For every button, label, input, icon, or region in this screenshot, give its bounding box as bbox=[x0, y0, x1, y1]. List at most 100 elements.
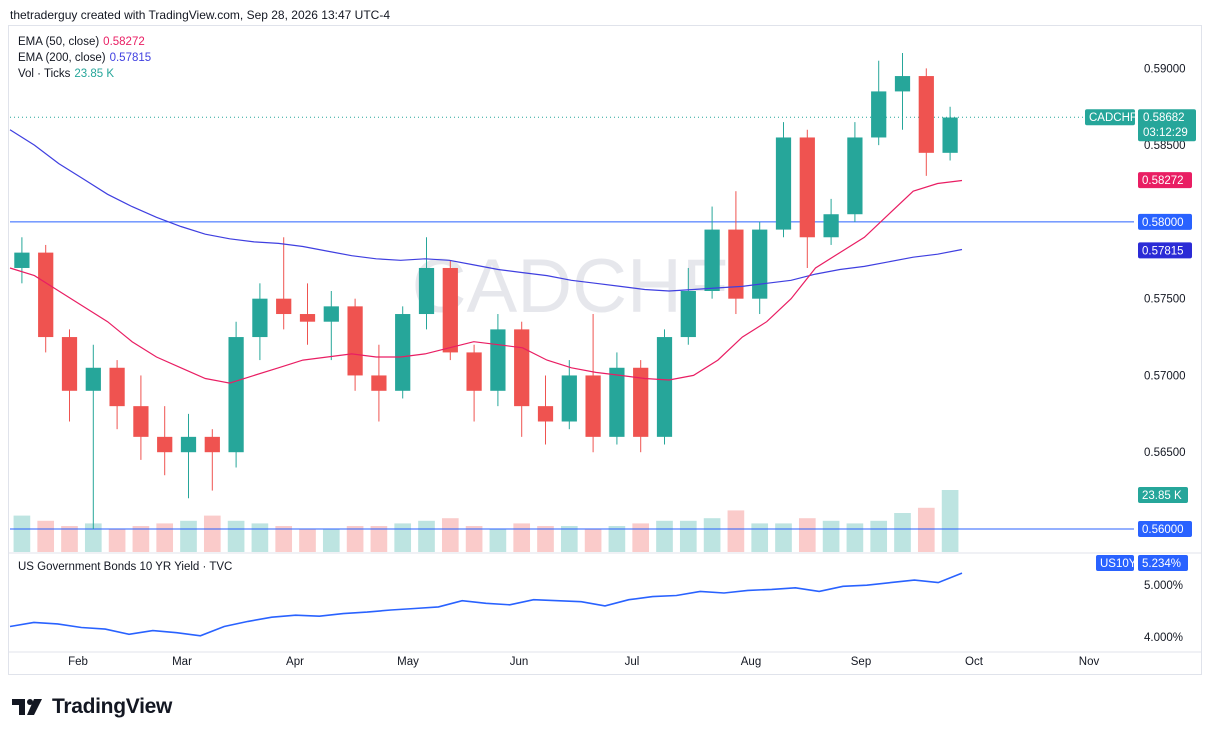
volume-bar bbox=[227, 520, 245, 552]
volume-bar bbox=[751, 523, 769, 552]
volume-bar bbox=[941, 490, 959, 552]
candle-body bbox=[680, 291, 696, 338]
volume-bar bbox=[632, 523, 650, 552]
legend-volume-value: 23.85 K bbox=[74, 68, 115, 80]
volume-bar bbox=[489, 528, 507, 552]
price-tick-label: 0.57500 bbox=[1144, 294, 1186, 306]
candle-body bbox=[299, 314, 316, 322]
yield-symbol-tag-bg bbox=[1096, 555, 1134, 571]
ema50-line bbox=[9, 179, 963, 384]
candle-body bbox=[276, 298, 292, 315]
candle-body bbox=[180, 436, 197, 453]
volume-tag-bg bbox=[1138, 487, 1188, 503]
volume-bar bbox=[108, 528, 126, 552]
volume-bar bbox=[441, 518, 459, 552]
volume-bar bbox=[465, 526, 483, 552]
candle-body bbox=[418, 267, 435, 315]
candle-body bbox=[204, 436, 220, 453]
legend-volume[interactable]: Vol · Ticks 23.85 K bbox=[18, 66, 114, 82]
candle-body bbox=[728, 229, 744, 299]
candle-body bbox=[918, 76, 934, 153]
candle-body bbox=[537, 406, 554, 422]
ema200-line bbox=[9, 129, 963, 292]
volume-bar bbox=[13, 515, 31, 552]
chart-frame bbox=[8, 25, 1202, 675]
price-tick-label: 0.59000 bbox=[1144, 63, 1186, 75]
yield-value-tag: 5.234% bbox=[1142, 558, 1181, 570]
time-tick-label: Apr bbox=[286, 656, 304, 668]
volume-bar bbox=[894, 513, 911, 552]
candle-body bbox=[656, 337, 673, 437]
candle-body bbox=[85, 367, 101, 391]
candle-body bbox=[228, 337, 244, 453]
volume-bar bbox=[846, 523, 864, 552]
volume-bar bbox=[299, 528, 316, 552]
candle-body bbox=[371, 375, 387, 391]
time-tick-label: Oct bbox=[965, 656, 984, 668]
price-tick-label: 0.57000 bbox=[1144, 370, 1186, 382]
tradingview-logo[interactable]: TradingView bbox=[12, 695, 172, 719]
volume-bar bbox=[132, 526, 150, 552]
candle-body bbox=[823, 214, 839, 238]
volume-bar bbox=[275, 526, 293, 552]
candle-body bbox=[775, 137, 792, 230]
volume-bar bbox=[822, 520, 840, 552]
candle-body bbox=[395, 314, 411, 391]
candle-body bbox=[942, 117, 958, 153]
volume-tag: 23.85 K bbox=[1142, 490, 1182, 502]
time-tick-label: Sep bbox=[851, 656, 871, 668]
hline-upper-tag: 0.58000 bbox=[1142, 217, 1184, 229]
volume-bar bbox=[656, 520, 673, 552]
candle-body bbox=[561, 375, 577, 422]
candle-body bbox=[514, 329, 530, 407]
ema50-price-tag-bg bbox=[1138, 172, 1192, 189]
candle-body bbox=[871, 91, 887, 138]
time-tick-label: Feb bbox=[68, 656, 88, 668]
price-tick-label: 0.56500 bbox=[1144, 447, 1186, 459]
time-tick-label: Jul bbox=[625, 656, 640, 668]
candle-body bbox=[61, 337, 78, 391]
candle-body bbox=[109, 367, 125, 407]
volume-bar bbox=[370, 526, 388, 552]
yield-tick-label: 4.000% bbox=[1144, 632, 1183, 644]
volume-bar bbox=[180, 520, 197, 552]
hline-lower-tag-bg bbox=[1138, 520, 1192, 537]
tradingview-logo-icon bbox=[12, 699, 42, 715]
sub-pane-title: US Government Bonds 10 YR Yield · TVC bbox=[18, 561, 233, 573]
time-tick-label: Aug bbox=[741, 656, 761, 668]
legend-ema50[interactable]: EMA (50, close) 0.58272 bbox=[18, 34, 145, 50]
yield-symbol-tag: US10Y bbox=[1100, 558, 1137, 570]
symbol-name-tag-bg bbox=[1085, 109, 1135, 126]
volume-bar bbox=[679, 520, 697, 552]
volume-bar bbox=[394, 523, 412, 552]
volume-bar bbox=[537, 526, 554, 552]
yield-value-tag-bg bbox=[1138, 555, 1188, 571]
candle-body bbox=[466, 352, 482, 391]
time-tick-label: Mar bbox=[172, 656, 192, 668]
candle-body bbox=[490, 329, 506, 391]
tradingview-brand: TradingView bbox=[52, 695, 173, 718]
candle-body bbox=[157, 436, 173, 453]
volume-bar bbox=[870, 520, 888, 552]
last-price-value: 0.58682 bbox=[1143, 112, 1185, 124]
candle-body bbox=[752, 229, 768, 299]
candle-body bbox=[252, 298, 268, 338]
volume-bar bbox=[37, 520, 55, 552]
candle-countdown: 03:12:29 bbox=[1143, 127, 1188, 139]
volume-bar bbox=[346, 526, 364, 552]
price-tick-label: 0.58500 bbox=[1144, 140, 1186, 152]
candle-body bbox=[704, 229, 720, 291]
volume-bar bbox=[203, 515, 221, 552]
legend-ema200[interactable]: EMA (200, close) 0.57815 bbox=[18, 50, 151, 66]
time-tick-label: Nov bbox=[1079, 656, 1100, 668]
candle-body bbox=[633, 367, 649, 437]
volume-bar bbox=[608, 526, 626, 552]
volume-bar bbox=[917, 507, 935, 552]
volume-bar bbox=[156, 523, 174, 552]
candle-body bbox=[133, 406, 149, 437]
volume-bar bbox=[418, 520, 435, 552]
time-tick-label: Jun bbox=[510, 656, 529, 668]
candle-body bbox=[609, 367, 625, 437]
volume-bar bbox=[584, 528, 602, 552]
